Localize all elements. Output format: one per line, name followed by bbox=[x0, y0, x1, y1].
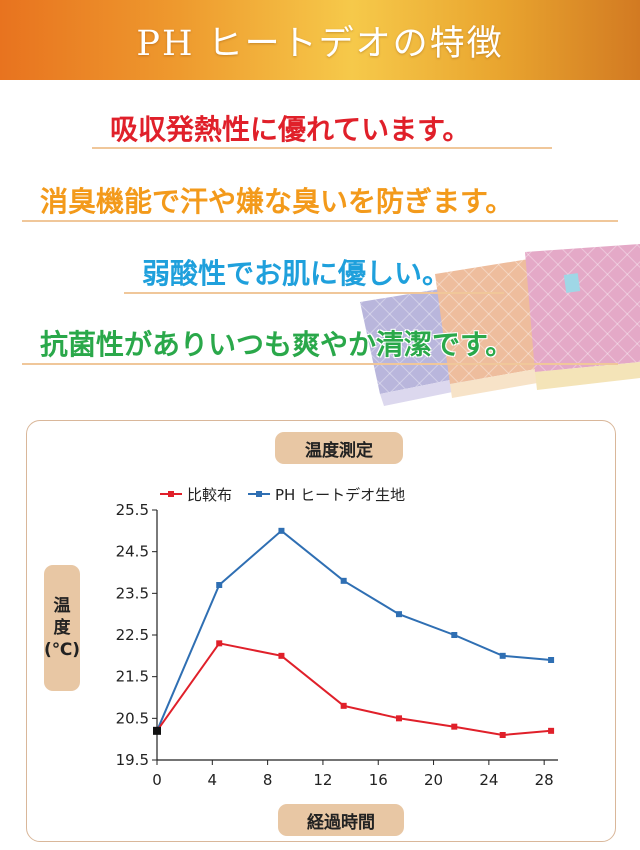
x-tick-label: 24 bbox=[479, 771, 498, 789]
series-line bbox=[156, 642, 552, 737]
x-tick-label: 0 bbox=[152, 771, 162, 789]
data-point bbox=[395, 611, 402, 618]
feature-text: 抗菌性がありいつも爽やか清潔です。 bbox=[40, 328, 514, 361]
feature-weak-acid: 弱酸性でお肌に優しい。 bbox=[142, 252, 450, 292]
feature-text: 弱酸性でお肌に優しい。 bbox=[142, 257, 451, 290]
data-point bbox=[278, 652, 285, 659]
x-tick-label: 20 bbox=[424, 771, 443, 789]
x-tick-label: 8 bbox=[263, 771, 273, 789]
y-tick-label: 24.5 bbox=[116, 543, 149, 561]
x-tick-label: 4 bbox=[208, 771, 218, 789]
legend-swatch-marker bbox=[256, 491, 263, 497]
data-point bbox=[499, 732, 506, 738]
feature-antibacterial: 抗菌性がありいつも爽やか清潔です。 bbox=[40, 323, 513, 363]
feature-deodorant: 消臭機能で汗や嫌な臭いを防ぎます。 bbox=[40, 180, 513, 220]
feature-underline bbox=[124, 292, 504, 294]
legend-label: 比較布 bbox=[187, 486, 232, 504]
chart-title: 温度測定 bbox=[275, 432, 403, 464]
header-banner: PH ヒートデオの特徴 bbox=[0, 0, 640, 80]
feature-text: 吸収発熱性に優れています。 bbox=[110, 113, 471, 146]
x-tick-label: 12 bbox=[313, 771, 332, 789]
y-axis-label-char: (℃) bbox=[43, 640, 81, 660]
y-tick-label: 20.5 bbox=[116, 709, 149, 727]
y-tick-label: 23.5 bbox=[116, 584, 149, 602]
data-point bbox=[548, 657, 555, 663]
banner-title: PH ヒートデオの特徴 bbox=[136, 23, 504, 64]
data-point bbox=[340, 702, 347, 709]
data-point bbox=[499, 652, 506, 659]
data-point bbox=[340, 577, 347, 584]
feature-heat-absorption: 吸収発熱性に優れています。 bbox=[110, 108, 470, 148]
x-axis-label: 経過時間 bbox=[278, 804, 404, 836]
feature-text: 消臭機能で汗や嫌な臭いを防ぎます。 bbox=[40, 185, 514, 218]
y-axis-label: 温 度 (℃) bbox=[44, 565, 80, 691]
legend-label: PH ヒートデオ生地 bbox=[275, 486, 405, 504]
y-axis-label-char: 度 bbox=[53, 618, 71, 638]
chart-panel bbox=[26, 420, 616, 842]
feature-underline bbox=[22, 220, 618, 222]
data-point bbox=[216, 582, 223, 588]
y-tick-label: 19.5 bbox=[116, 751, 149, 769]
series-line bbox=[156, 529, 552, 732]
data-point bbox=[278, 527, 285, 534]
data-point bbox=[548, 727, 555, 734]
data-point bbox=[216, 640, 223, 647]
data-point bbox=[395, 715, 402, 722]
y-axis-label-char: 温 bbox=[53, 596, 71, 616]
fabric-pad-illustration bbox=[360, 244, 640, 406]
y-tick-label: 25.5 bbox=[116, 501, 149, 519]
legend-swatch-marker bbox=[168, 491, 174, 497]
y-tick-label: 22.5 bbox=[116, 626, 149, 644]
feature-underline bbox=[92, 147, 552, 149]
data-point bbox=[451, 723, 458, 730]
y-tick-label: 21.5 bbox=[116, 668, 149, 686]
x-tick-label: 28 bbox=[535, 771, 554, 789]
x-axis-label-text: 経過時間 bbox=[307, 812, 375, 833]
data-point bbox=[451, 632, 458, 638]
x-tick-label: 16 bbox=[369, 771, 388, 789]
feature-underline bbox=[22, 363, 618, 365]
start-point-marker bbox=[153, 726, 161, 735]
chart-title-text: 温度測定 bbox=[305, 440, 373, 461]
